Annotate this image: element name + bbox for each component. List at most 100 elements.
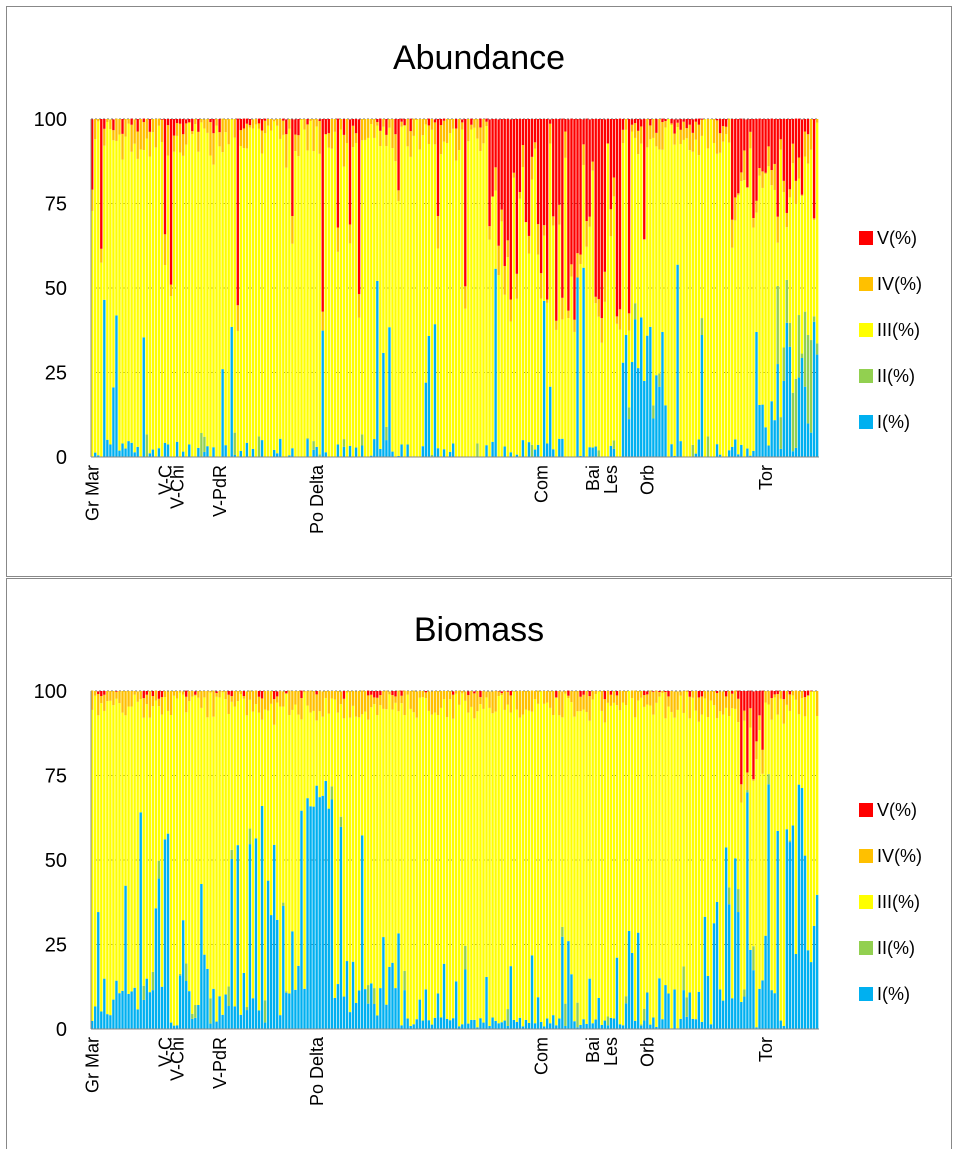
bar-segment-I [291,448,293,457]
bar-segment-III [246,715,248,1007]
bar-segment-III [567,318,569,457]
bar-segment-IV [206,119,208,133]
bar-segment-V [567,691,569,696]
bar-segment-IV [228,695,230,714]
bar-segment-III [537,255,539,445]
bar-segment-I [361,835,363,1029]
bar-segment-I [640,1026,642,1029]
bar-segment-V [752,691,754,779]
bar-segment-IV [315,694,317,720]
bar-segment-V [261,119,263,130]
bar-segment-IV [777,694,779,715]
bar-segment-IV [546,299,548,302]
bar-segment-III [613,703,615,1019]
bar-segment-I [382,353,384,457]
bar-segment-IV [94,119,96,139]
bar-segment-III [780,699,782,1021]
bar-segment-V [792,119,794,144]
bar-segment-IV [167,691,169,711]
bar-segment-IV [491,691,493,713]
bar-segment-I [291,931,293,1029]
bar-segment-IV [246,124,248,149]
bar-segment-III [670,712,672,1028]
bar-segment-II [476,443,478,457]
bar-segment-I [795,954,797,1029]
bar-segment-V [579,691,581,697]
bar-segment-IV [476,119,478,139]
bar-segment-III [309,713,311,807]
bar-segment-III [306,150,308,438]
bar-segment-IV [133,119,135,143]
bar-segment-IV [540,273,542,298]
bar-segment-IV [261,698,263,719]
bar-segment-I [279,439,281,457]
bar-segment-I [713,923,715,1029]
bar-segment-IV [288,119,290,129]
bar-segment-I [504,447,506,457]
bar-segment-IV [731,694,733,709]
site-label: V-PdR [210,465,230,517]
bar-segment-III [604,722,606,1020]
bar-segment-III [294,705,296,990]
bar-segment-III [103,146,105,300]
bar-segment-III [610,706,612,1018]
bar-segment-III [789,197,791,322]
bar-segment-III [567,698,569,941]
bar-segment-III [801,196,803,354]
bar-segment-V [786,119,788,213]
bar-segment-IV [215,119,217,126]
bar-segment-I [774,420,776,457]
bar-segment-III [749,148,751,455]
bar-segment-IV [140,691,142,699]
bar-segment-IV [258,123,260,128]
bar-segment-IV [546,691,548,702]
bar-segment-I [731,447,733,457]
bar-segment-III [513,692,515,1020]
bar-segment-I [728,904,730,1029]
bar-segment-III [300,120,302,457]
bar-segment-IV [397,691,399,712]
bar-segment-III [309,121,311,457]
bar-segment-IV [249,691,251,700]
bar-segment-I [452,443,454,457]
bar-segment-I [479,1018,481,1029]
bar-segment-I [443,449,445,457]
bar-segment-III [786,705,788,829]
bar-segment-III [133,144,135,453]
bar-segment-II [634,303,636,319]
bar-segment-I [279,1015,281,1029]
bar-segment-V [170,119,172,285]
bar-segment-III [686,692,688,997]
bar-segment-IV [212,691,214,717]
bar-segment-V [676,119,678,122]
bar-segment-IV [355,133,357,143]
bar-segment-IV [643,695,645,707]
bar-segment-III [470,707,472,1020]
bar-segment-I [203,955,205,1029]
bar-segment-V [437,119,439,216]
bar-segment-IV [761,171,763,188]
bar-segment-IV [561,691,563,717]
bar-segment-I [416,1019,418,1029]
bar-segment-V [243,691,245,696]
bar-segment-IV [161,120,163,142]
bar-segment-III [185,145,187,457]
bar-segment-I [400,444,402,457]
bar-segment-V [798,119,800,158]
bar-segment-III [607,703,609,1017]
bar-segment-IV [610,209,612,236]
bar-segment-I [610,446,612,457]
bar-segment-V [328,119,330,133]
bar-segment-IV [403,691,405,715]
bar-segment-II [191,1014,193,1019]
y-tick-label: 0 [56,1019,67,1041]
bar-segment-I [306,798,308,1029]
bar-segment-I [137,1009,139,1029]
bar-segment-V [613,119,615,177]
bar-segment-IV [552,216,554,225]
bar-segment-I [297,966,299,1029]
bar-segment-I [373,439,375,457]
bar-segment-IV [228,119,230,144]
bar-segment-III [231,119,233,327]
bar-segment-III [334,699,336,997]
